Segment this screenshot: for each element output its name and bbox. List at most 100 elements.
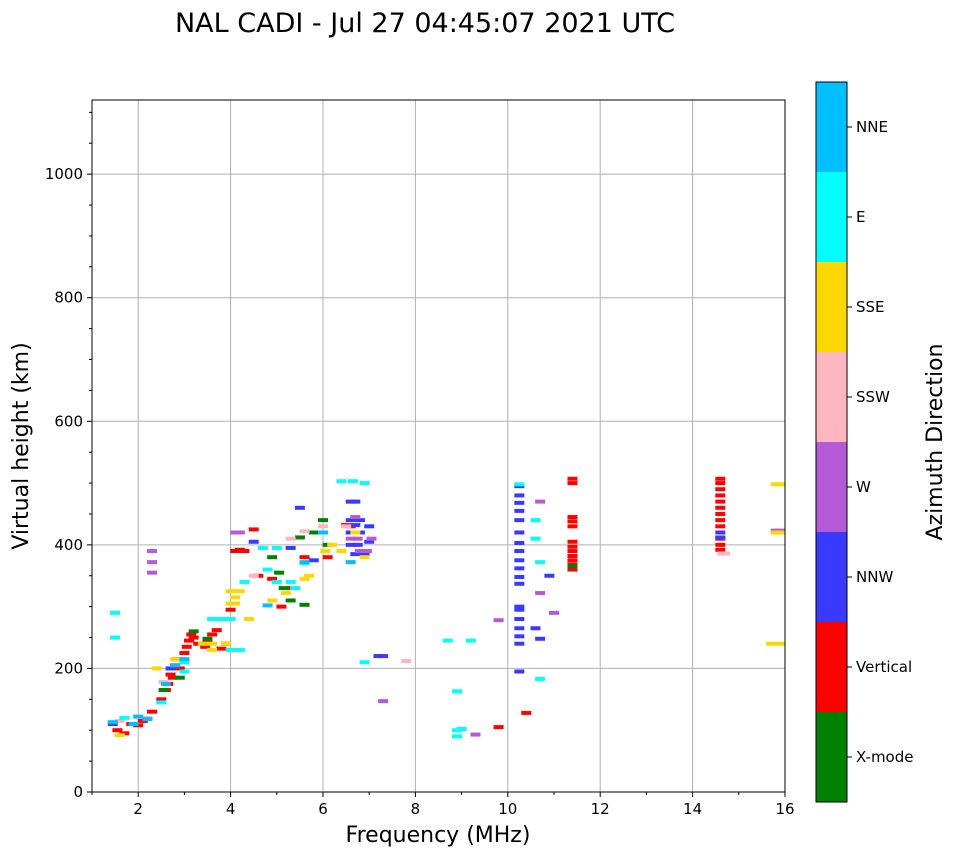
data-point [197,641,208,646]
data-point [114,733,125,738]
data-point [147,560,158,565]
data-point [281,591,292,596]
data-point [352,542,363,547]
data-point [304,573,315,578]
data-point [179,657,190,662]
data-point [544,573,555,578]
data-point [294,505,305,510]
data-point [514,549,525,554]
data-point [299,576,310,581]
data-point [299,529,310,534]
data-point [364,539,375,544]
data-point [359,552,370,557]
data-point [451,689,462,694]
data-point [493,725,504,730]
y-axis: 0 200 400 600 800 1000 [45,111,92,801]
data-point [234,647,245,652]
data-point [535,636,546,641]
data-point [285,536,296,541]
x-tick-label: 16 [775,800,794,818]
data-point [350,515,361,520]
data-point [142,717,153,722]
data-point [327,542,338,547]
data-point [514,626,525,631]
data-point [514,530,525,535]
data-point [207,647,218,652]
data-point [248,573,259,578]
data-point [715,487,726,492]
data-point [239,579,250,584]
data-point [465,638,476,643]
data-point [179,660,190,665]
data-point [341,524,352,529]
colorbar-segment [816,442,847,532]
colorbar: X-mode Vertical NNW W SSW SSE E NNE [815,81,913,803]
data-point [345,560,356,565]
data-point [350,523,361,528]
data-point [248,527,259,532]
data-point [359,555,370,560]
data-point [290,586,301,591]
data-point [567,558,578,563]
data-point [567,481,578,486]
colorbar-category-label: SSW [856,388,890,406]
data-point [775,641,786,646]
series-w [147,499,786,737]
data-point [188,629,199,634]
data-point [715,524,726,529]
data-point [299,555,310,560]
data-point [248,539,259,544]
data-point [493,618,504,623]
data-point [225,647,236,652]
data-point [285,598,296,603]
data-point [366,536,377,541]
data-point [378,699,389,704]
data-point [715,511,726,516]
data-marks [107,476,786,739]
data-point [378,654,389,659]
data-point [535,560,546,565]
data-point [179,650,190,655]
colorbar-segment [816,712,847,802]
data-point [234,530,245,535]
data-point [262,567,273,572]
data-point [170,657,181,662]
plot-frame [91,99,786,793]
data-point [110,610,121,615]
data-point [514,518,525,523]
data-point [133,714,144,719]
data-point [535,676,546,681]
data-point [567,553,578,558]
data-point [535,499,546,504]
data-point [216,617,227,621]
data-point [364,524,375,529]
colorbar-category-label: SSE [856,298,885,316]
data-point [230,595,241,600]
data-point [535,591,546,596]
data-point [107,720,118,725]
data-point [354,549,365,554]
data-point [167,675,178,680]
data-point [775,482,786,487]
data-point [766,641,777,646]
colorbar-category-label: NNW [856,568,893,586]
data-point [276,604,287,609]
x-tick-label: 4 [226,800,236,818]
data-point [514,541,525,546]
colorbar-segment [816,82,847,172]
y-tick-label: 1000 [45,165,83,183]
colorbar-segment [816,352,847,442]
data-point [359,660,370,665]
data-point [567,564,578,569]
data-point [147,709,158,714]
data-point [285,579,296,584]
data-point [514,566,525,571]
data-point [567,567,578,572]
y-tick-label: 600 [54,412,83,430]
data-point [165,672,176,677]
data-point [514,607,525,612]
data-point [514,574,525,579]
data-point [348,479,359,484]
data-point [239,549,250,554]
data-point [184,638,195,643]
